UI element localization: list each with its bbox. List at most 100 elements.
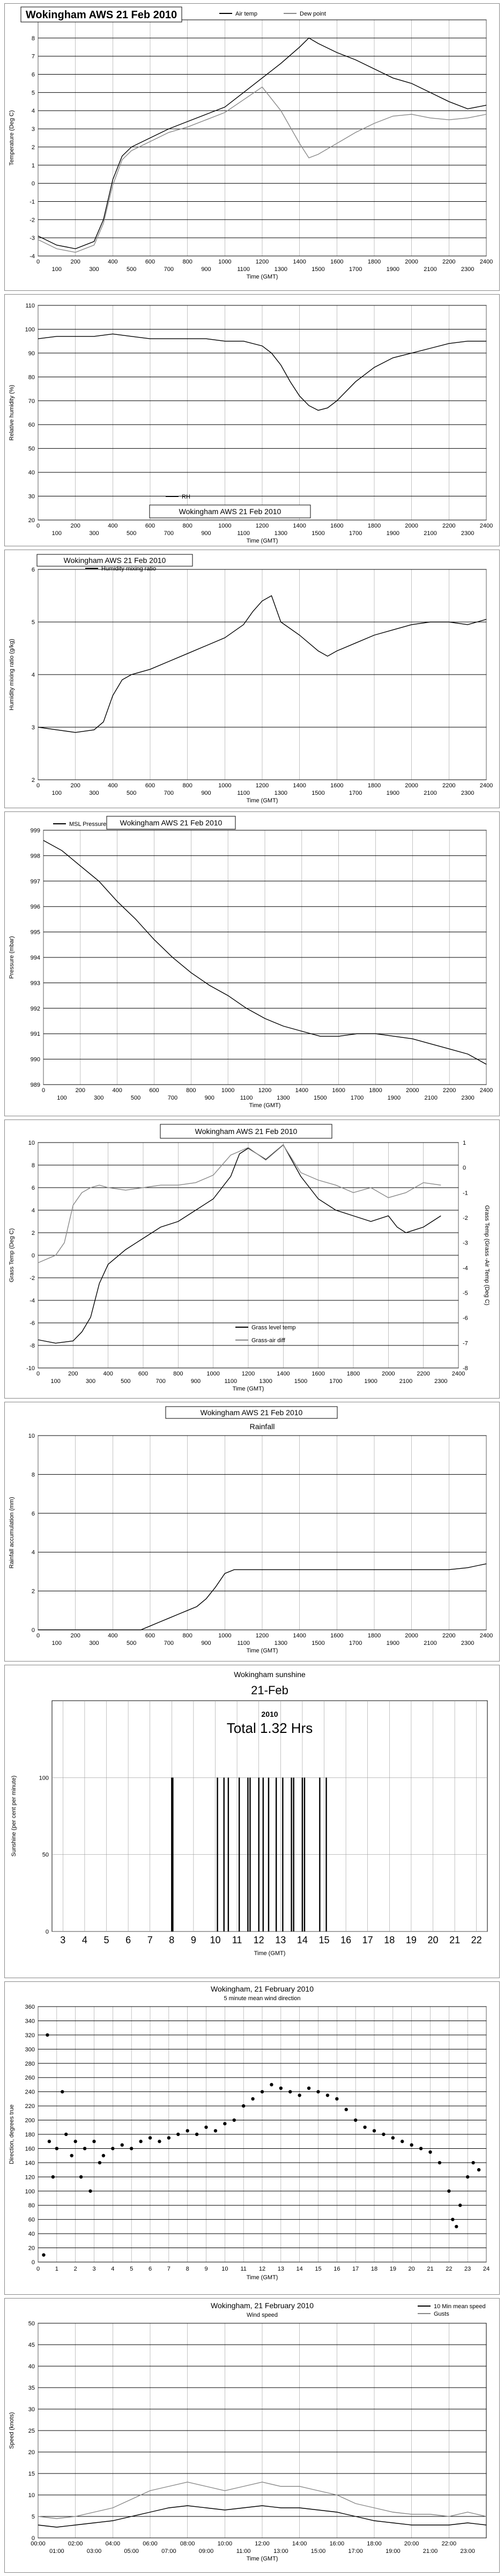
- x-tick-label: 1000: [218, 782, 231, 789]
- x-tick-label: 0: [36, 2266, 40, 2272]
- x-tick-label: 2200: [442, 782, 455, 789]
- sunshine-total: Total 1.32 Hrs: [227, 1720, 313, 1736]
- x-tick-label: 1900: [387, 530, 399, 537]
- series-line-0: [38, 1563, 487, 1630]
- y-tick-label: 10: [28, 1140, 35, 1146]
- y-tick-label: 6: [32, 1511, 35, 1517]
- y-right-tick-label: -3: [463, 1240, 468, 1247]
- x-tick-label: 22: [471, 1935, 482, 1945]
- x-tick-label: 2200: [442, 523, 455, 529]
- y-tick-label: 3: [32, 126, 35, 133]
- x-tick-label: 2100: [424, 266, 436, 273]
- x-tick-label: 5: [103, 1935, 109, 1945]
- x-tick-label: 700: [155, 1378, 165, 1385]
- pressure-chart: 989 990 991 992 993 994 995 996 997 998 999 0 200 400…: [9, 816, 493, 1109]
- y-tick-label: -3: [29, 235, 35, 241]
- y-tick-label: 5: [32, 2514, 35, 2520]
- y-tick-label: 50: [28, 446, 35, 452]
- x-tick-label: 1400: [277, 1371, 290, 1377]
- x-tick-label: 1400: [293, 782, 306, 789]
- y-tick-label: 80: [28, 374, 35, 380]
- x-tick-label: 18: [371, 2266, 377, 2272]
- y-tick-label: 3: [32, 724, 35, 731]
- y-tick-label: 996: [31, 904, 40, 910]
- y-tick-label: 4: [32, 672, 35, 678]
- y-tick-label: 70: [28, 398, 35, 405]
- x-tick-label: 2400: [480, 523, 493, 529]
- x-tick-label: 4: [111, 2266, 114, 2272]
- x-tick-label: 14:00: [292, 2541, 307, 2547]
- y-tick-label: 25: [28, 2428, 35, 2434]
- y-right-tick-label: -4: [463, 1265, 468, 1271]
- data-point: [83, 2147, 87, 2150]
- x-axis-label: Time (GMT): [233, 1386, 264, 1392]
- x-tick-label: 1400: [295, 1087, 308, 1094]
- y-tick-label: 260: [25, 2075, 35, 2081]
- x-tick-label: 400: [112, 1087, 122, 1094]
- x-tick-label: 700: [168, 1095, 177, 1101]
- x-axis-label: Time (GMT): [247, 1648, 278, 1654]
- data-point: [279, 2086, 283, 2090]
- y-tick-label: 20: [28, 2245, 35, 2252]
- data-point: [465, 2175, 470, 2179]
- y-tick-label: 10: [28, 1433, 35, 1439]
- title-box: [160, 1124, 332, 1139]
- x-tick-label: 17:00: [348, 2548, 363, 2555]
- x-tick-label: 12: [254, 1935, 264, 1945]
- legend-label: Dew point: [300, 11, 326, 17]
- x-tick-label: 2300: [434, 1378, 447, 1385]
- y-tick-label: 280: [25, 2061, 35, 2067]
- x-tick-label: 400: [108, 782, 117, 789]
- y-tick-label: 0: [32, 181, 35, 187]
- x-tick-label: 600: [145, 523, 155, 529]
- x-tick-label: 0: [36, 1633, 40, 1639]
- legend-label: 10 Min mean speed: [434, 2303, 486, 2310]
- series-line-air-temp: [38, 37, 487, 250]
- chart-subtitle: Rainfall: [250, 1422, 275, 1431]
- x-tick-label: 700: [164, 530, 174, 537]
- data-point: [288, 2090, 292, 2094]
- chart-title: Wokingham AWS 21 Feb 2010: [120, 818, 223, 827]
- x-tick-label: 1500: [312, 790, 324, 796]
- x-tick-label: 21:00: [423, 2548, 438, 2555]
- x-tick-label: 21: [427, 2266, 433, 2272]
- series-line-humidity-mixing-ratio: [38, 595, 487, 733]
- y-tick-label: 0: [32, 2259, 35, 2266]
- y-tick-label: 8: [32, 1162, 35, 1169]
- x-tick-label: 500: [127, 790, 136, 796]
- grass-temp-chart-panel: -10 -8 -6 -4 -2 0 2 4 6 8 10 -8 -7 -6 -5 -4 -3 -2 -1 0 1 0 200…: [4, 1119, 500, 1399]
- mixing-ratio-chart: 2 3 4 5 6 0 200 400 600 800 1000 1200 1400 1600 1800 20…: [9, 554, 493, 804]
- data-point: [335, 2097, 339, 2101]
- x-tick-label: 1900: [388, 1095, 401, 1101]
- y-tick-label: 40: [28, 470, 35, 476]
- y-tick-label: 2: [32, 1230, 35, 1236]
- x-tick-label: 400: [108, 523, 117, 529]
- y-tick-label: 50: [28, 2321, 35, 2327]
- y-tick-label: 999: [31, 828, 40, 834]
- y-tick-label: 140: [25, 2160, 35, 2167]
- chart-title: Wokingham AWS 21 Feb 2010: [26, 9, 177, 21]
- x-tick-label: 17: [362, 1935, 373, 1945]
- legend-label: MSL Pressure: [69, 821, 106, 828]
- x-tick-label: 1800: [368, 259, 381, 265]
- x-tick-label: 1300: [275, 266, 287, 273]
- wind-direction-chart: 0204060801001201401601802002202402602803…: [9, 1985, 490, 2281]
- title-box: [165, 1406, 338, 1419]
- x-tick-label: 14: [297, 2266, 303, 2272]
- x-tick-label: 20: [409, 2266, 415, 2272]
- y-tick-label: 5: [32, 619, 35, 626]
- x-tick-label: 13: [275, 1935, 286, 1945]
- y-tick-label: 998: [31, 853, 40, 859]
- y-tick-label: 990: [31, 1057, 40, 1063]
- x-tick-label: 1300: [277, 1095, 290, 1101]
- x-tick-label: 2100: [425, 1095, 438, 1101]
- y-right-tick-label: -2: [463, 1215, 468, 1221]
- data-point: [64, 2132, 68, 2136]
- x-tick-label: 2400: [480, 782, 493, 789]
- y-tick-label: 60: [28, 2217, 35, 2223]
- y-tick-label: -8: [29, 1343, 35, 1349]
- chart-title: Wokingham AWS 21 Feb 2010: [64, 556, 166, 565]
- x-tick-label: 3: [92, 2266, 95, 2272]
- x-tick-label: 08:00: [180, 2541, 195, 2547]
- data-point: [438, 2161, 442, 2165]
